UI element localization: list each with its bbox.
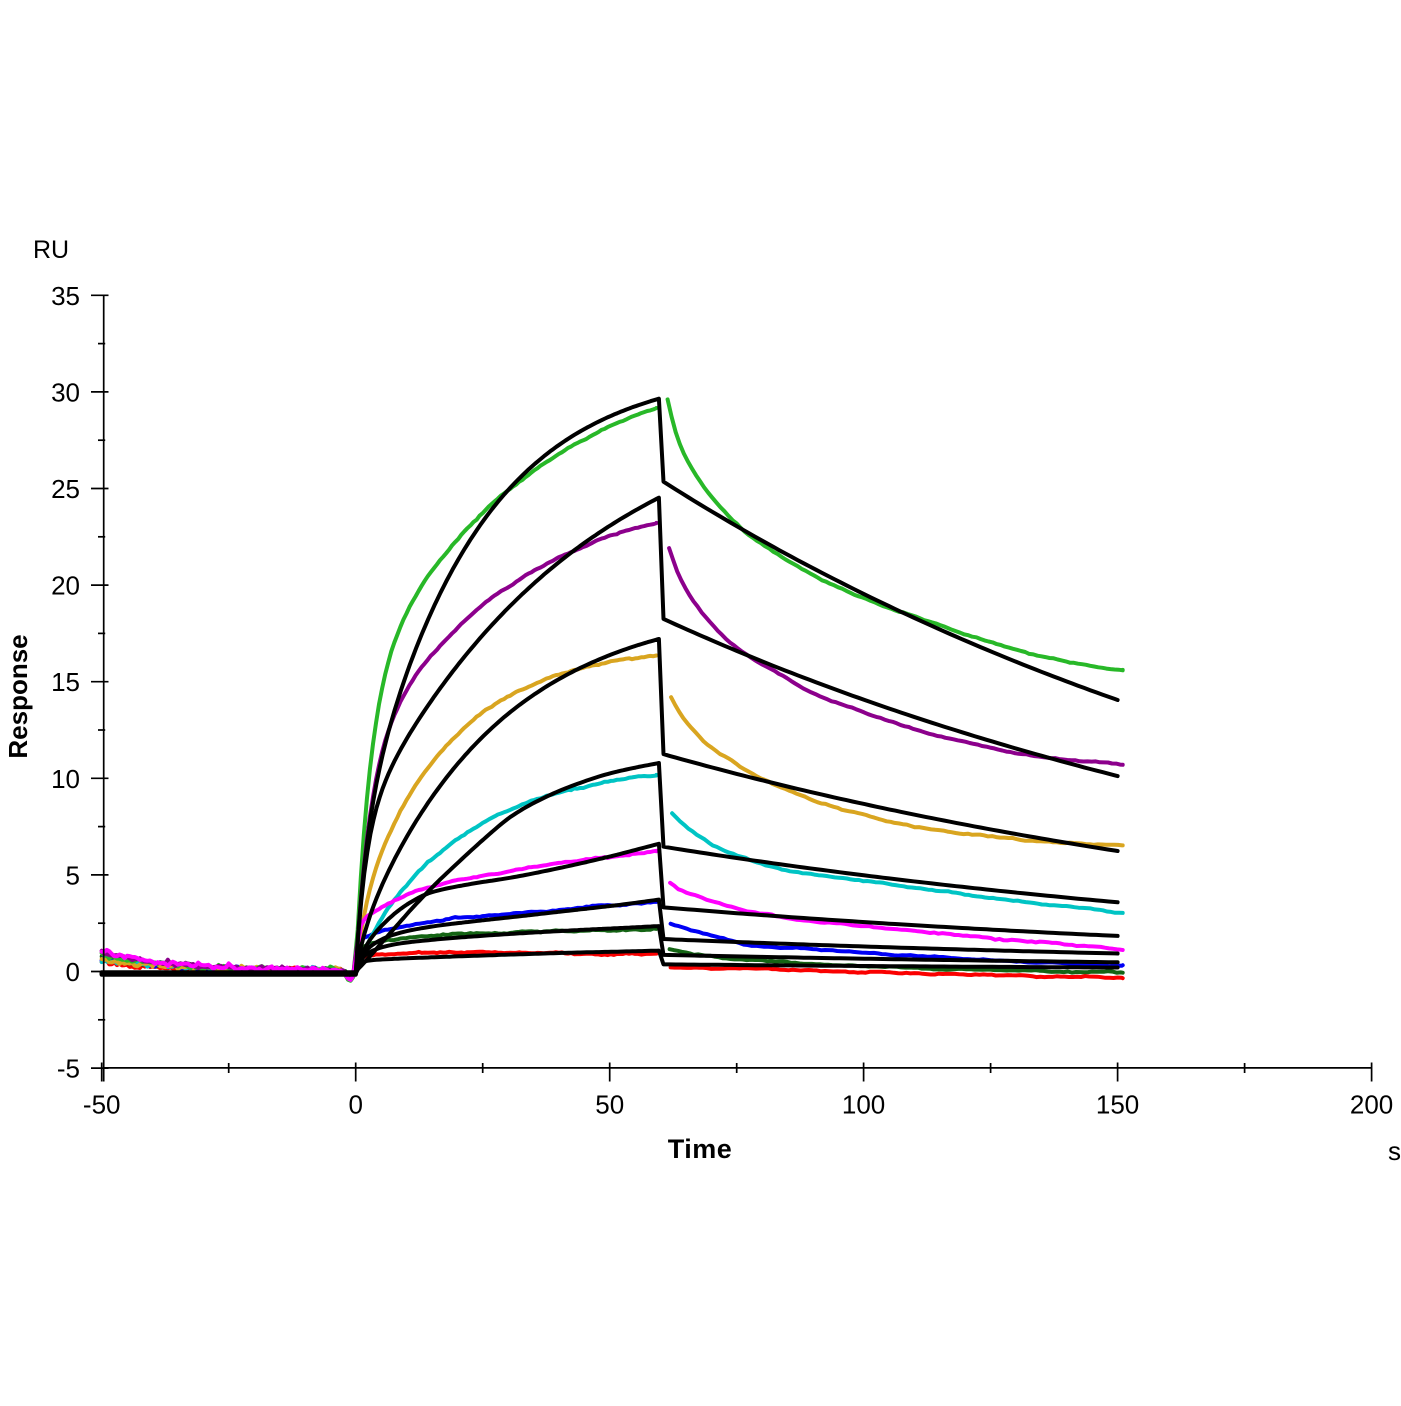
svg-text:35: 35 (51, 281, 80, 311)
svg-text:Response: Response (3, 634, 33, 758)
svg-text:100: 100 (842, 1090, 885, 1120)
svg-text:s: s (1388, 1136, 1401, 1166)
svg-text:RU: RU (33, 236, 69, 264)
svg-text:0: 0 (66, 957, 80, 987)
svg-text:200: 200 (1350, 1090, 1393, 1120)
svg-text:-50: -50 (83, 1090, 121, 1120)
svg-text:25: 25 (51, 474, 80, 504)
svg-text:5: 5 (66, 860, 80, 890)
svg-text:0: 0 (348, 1090, 362, 1120)
svg-text:15: 15 (51, 667, 80, 697)
svg-text:10: 10 (51, 764, 80, 794)
svg-text:-5: -5 (57, 1054, 80, 1084)
svg-text:50: 50 (595, 1090, 624, 1120)
svg-text:Time: Time (668, 1134, 733, 1164)
svg-text:150: 150 (1096, 1090, 1139, 1120)
svg-text:30: 30 (51, 377, 80, 407)
svg-text:20: 20 (51, 571, 80, 601)
